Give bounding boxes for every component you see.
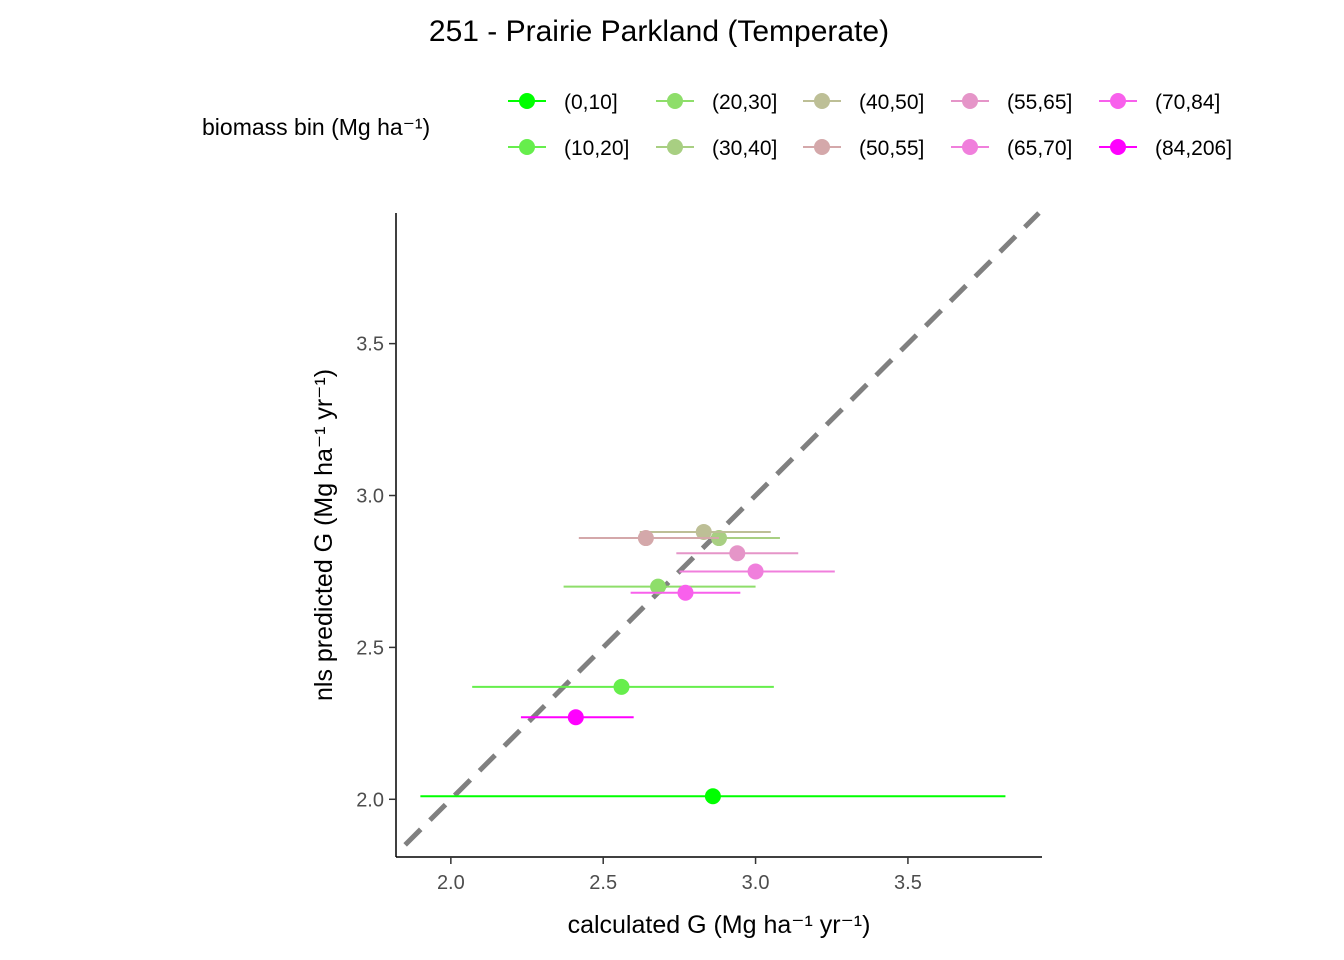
legend-label: (84,206]	[1155, 137, 1232, 160]
legend-key-point	[667, 93, 683, 109]
data-point	[747, 563, 764, 580]
legend-label: (0,10]	[564, 91, 618, 114]
chart-title: 251 - Prairie Parkland (Temperate)	[429, 15, 889, 48]
legend-key-point	[667, 139, 683, 155]
legend-label: (65,70]	[1007, 137, 1072, 160]
legend-key-point	[519, 139, 535, 155]
reference-line-1to1	[403, 211, 1041, 847]
y-tick-label: 3.5	[356, 334, 384, 356]
x-axis-label: calculated G (Mg ha⁻¹ yr⁻¹)	[568, 911, 871, 939]
legend-label: (20,30]	[712, 91, 777, 114]
y-tick-label: 2.0	[356, 789, 384, 811]
legend-key-point	[1110, 93, 1126, 109]
data-point	[704, 788, 721, 805]
data-point	[650, 578, 667, 595]
legend-label: (50,55]	[859, 137, 924, 160]
legend-key-point	[962, 93, 978, 109]
legend: biomass bin (Mg ha⁻¹) (0,10] (10,20] (20,3…	[202, 91, 1232, 160]
data-point	[729, 545, 746, 562]
data-point	[677, 584, 694, 601]
plot-area: 2.0 2.5 3.0 3.5 2.0 2.5 3.0 3.5	[356, 211, 1042, 894]
data-point	[637, 530, 654, 547]
legend-key-point	[814, 139, 830, 155]
data-point	[613, 678, 630, 695]
legend-key-point	[519, 93, 535, 109]
legend-title: biomass bin (Mg ha⁻¹)	[202, 114, 430, 140]
legend-label: (40,50]	[859, 91, 924, 114]
x-tick-label: 3.0	[742, 872, 770, 894]
x-tick-label: 2.5	[589, 872, 617, 894]
y-tick-label: 2.5	[356, 637, 384, 659]
data-point	[695, 523, 712, 540]
x-tick-label: 2.0	[437, 872, 465, 894]
legend-label: (70,84]	[1155, 91, 1220, 114]
legend-label: (30,40]	[712, 137, 777, 160]
legend-label: (55,65]	[1007, 91, 1072, 114]
legend-key-point	[1110, 139, 1126, 155]
y-axis-label: nls predicted G (Mg ha⁻¹ yr⁻¹)	[310, 369, 338, 701]
legend-label: (10,20]	[564, 137, 629, 160]
data-point	[567, 709, 584, 726]
y-tick-label: 3.0	[356, 486, 384, 508]
legend-key-point	[814, 93, 830, 109]
legend-key-point	[962, 139, 978, 155]
x-tick-label: 3.5	[894, 872, 922, 894]
